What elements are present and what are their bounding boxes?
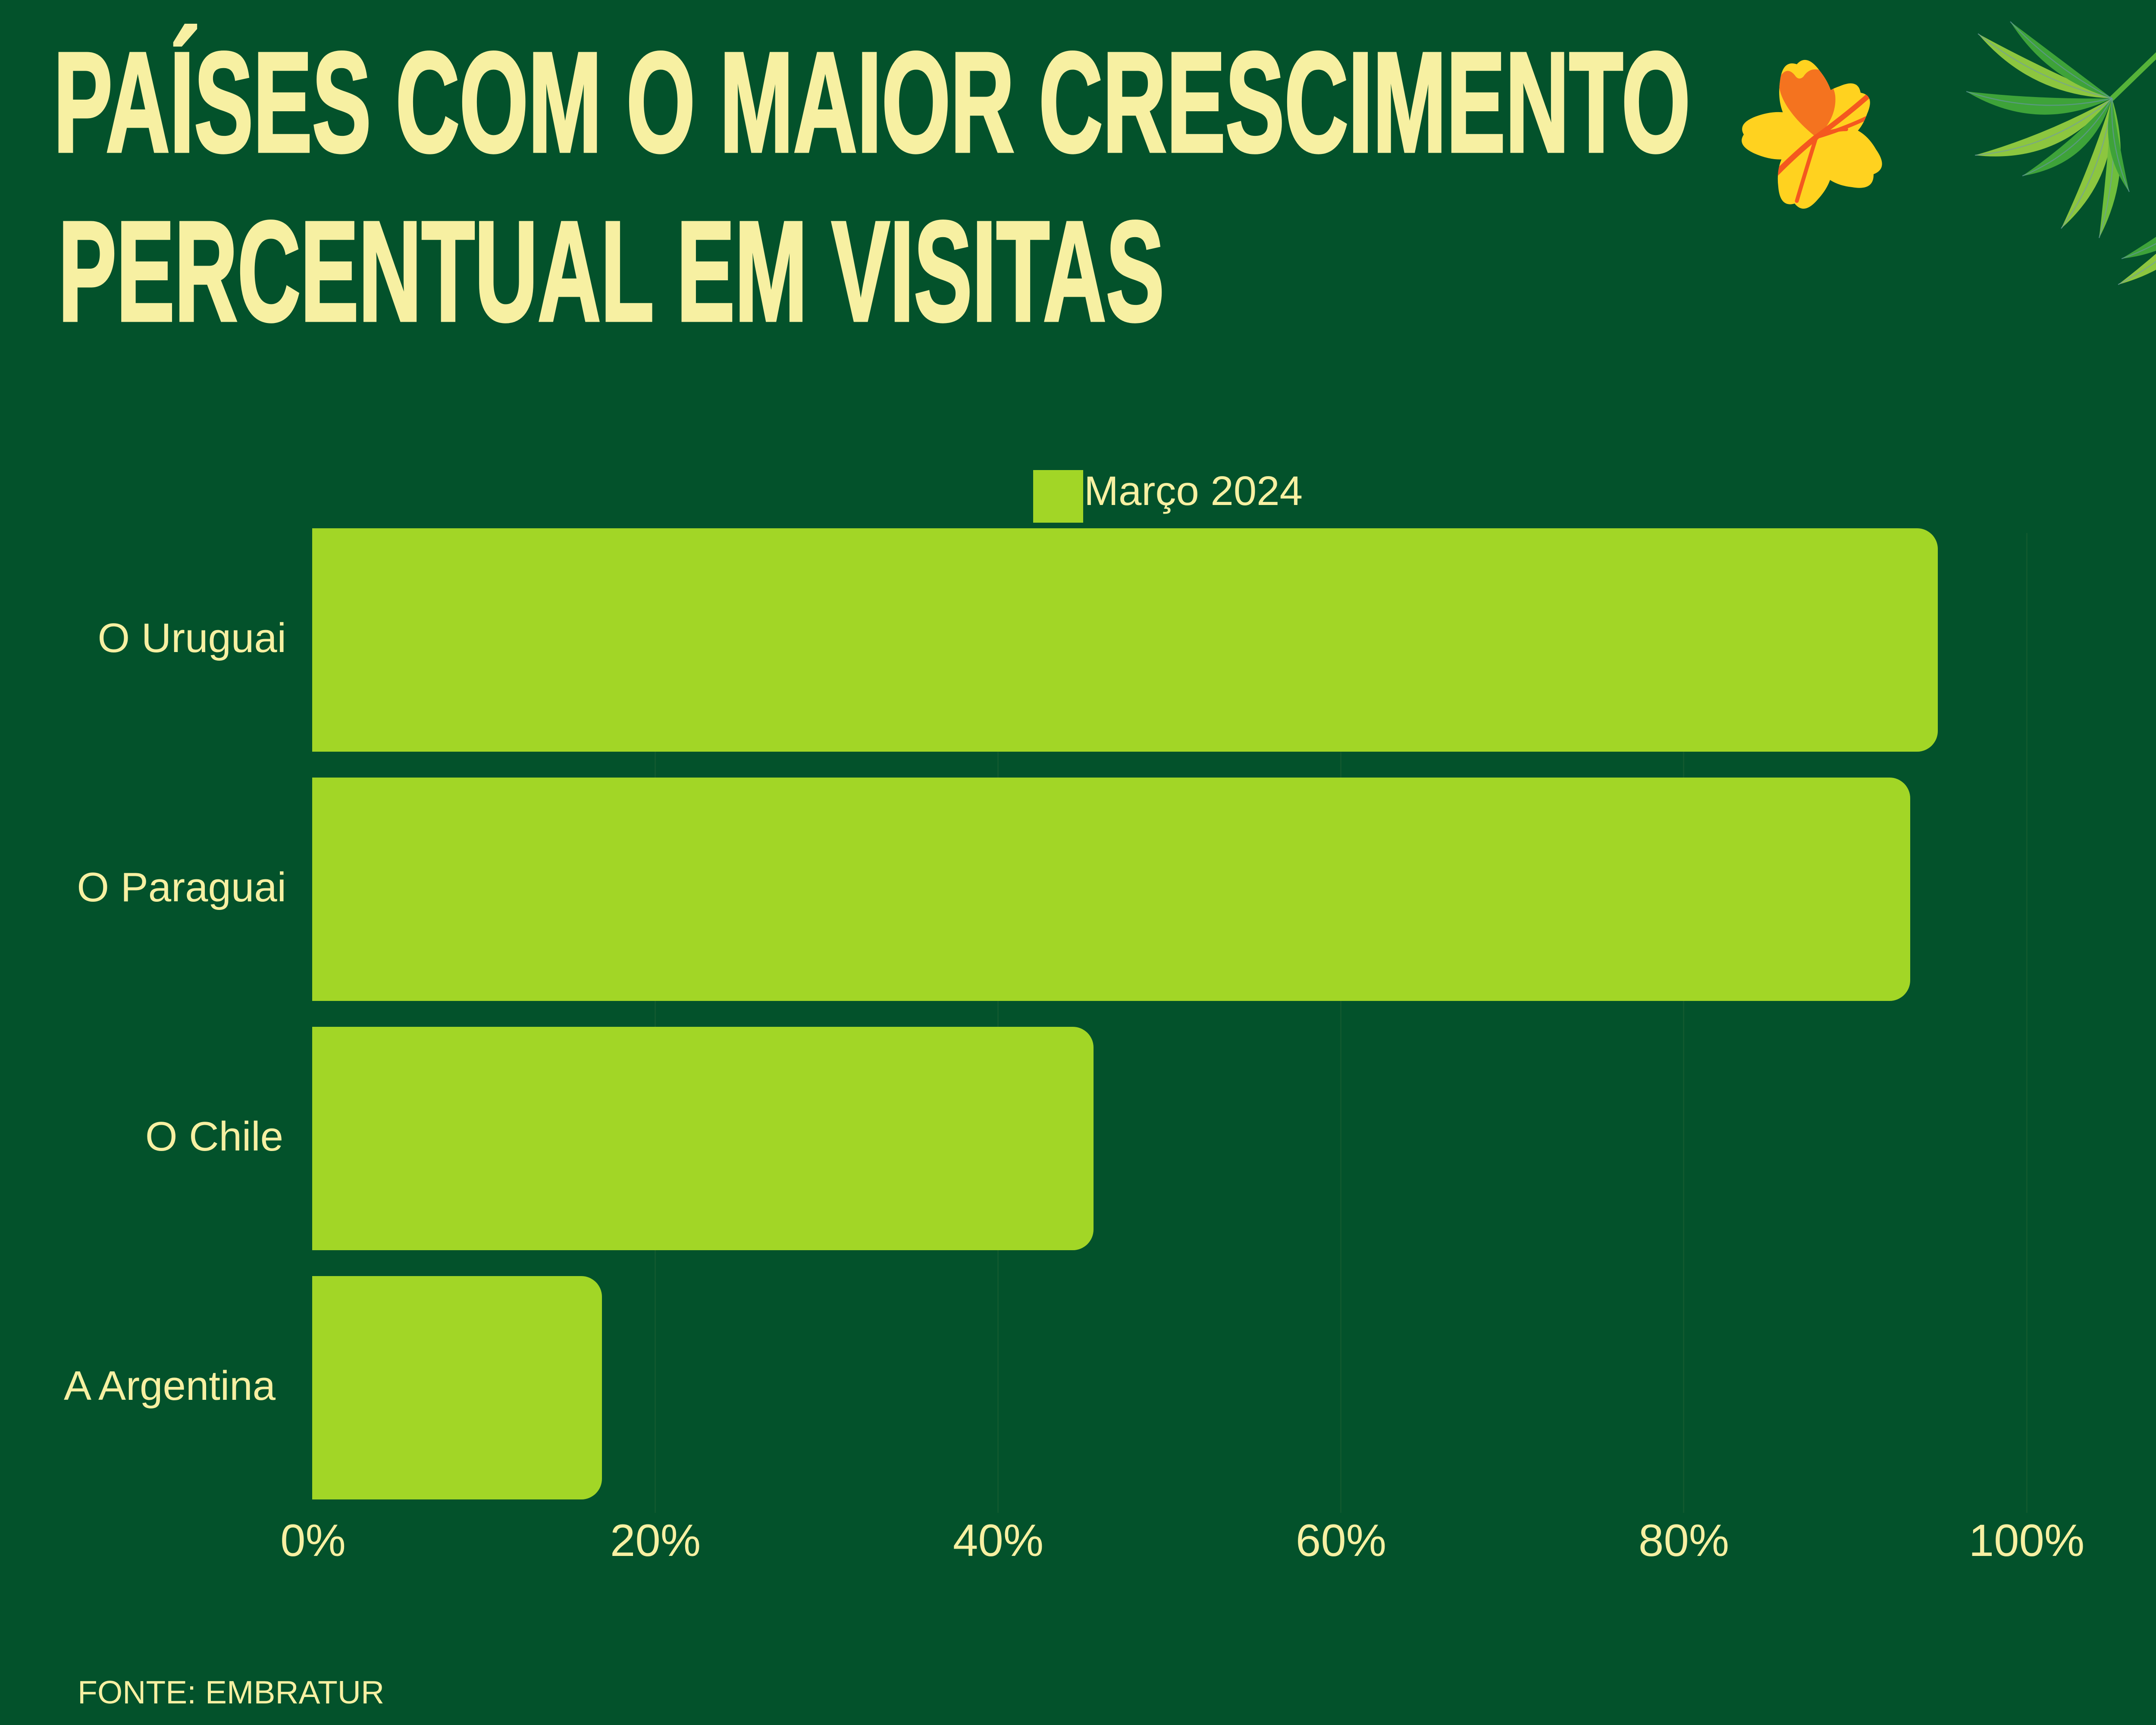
svg-text:PERCENTUAL EM VISITAS: PERCENTUAL EM VISITAS — [58, 191, 1164, 351]
svg-text:PAÍSES COM O MAIOR CRESCIMENTO: PAÍSES COM O MAIOR CRESCIMENTO — [53, 22, 1690, 182]
